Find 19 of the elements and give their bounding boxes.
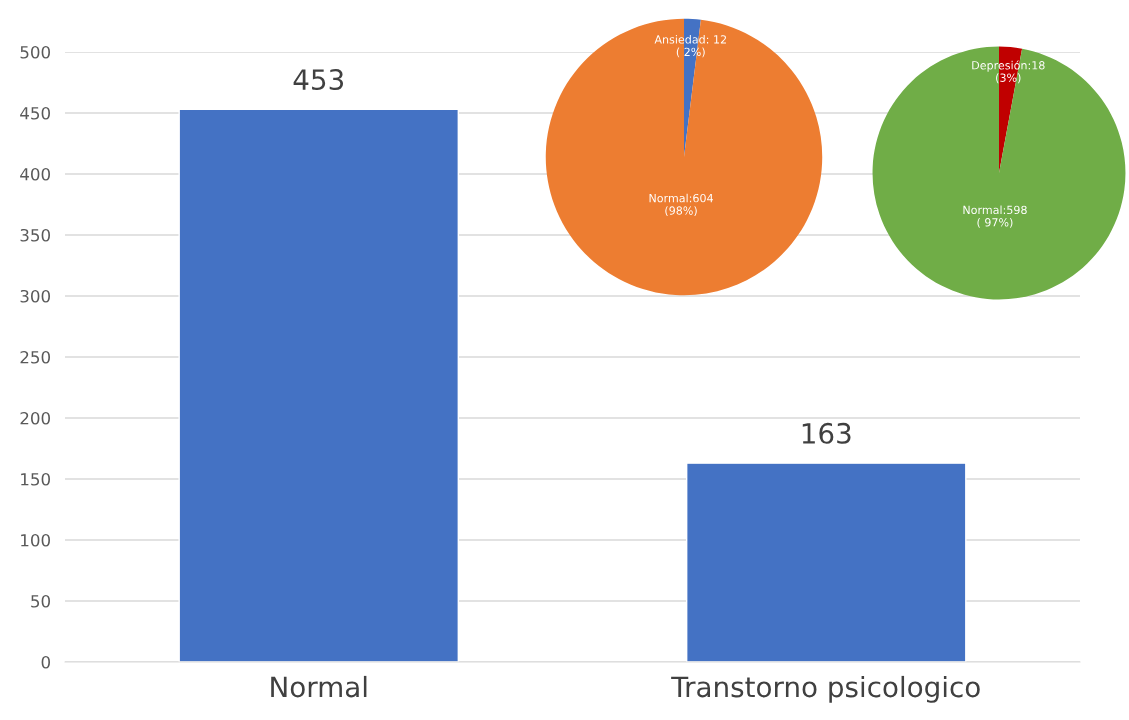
y-tick-label: 200 [20,411,50,425]
y-tick-label: 150 [21,472,50,486]
y-tick-label: 100 [21,533,50,547]
pie-slice [545,18,823,296]
x-tick-label: Transtorno psicologico [671,675,980,703]
y-tick-label: 300 [20,289,50,303]
slice-label: Normal:598 ( 97%) [963,205,1027,228]
y-tick-label: 0 [41,655,50,669]
slice-label: Normal:604 (98%) [649,193,713,217]
y-tick-label: 50 [31,594,50,608]
y-tick-label: 350 [20,228,50,242]
y-tick-label: 450 [20,106,50,120]
y-tick-label: 500 [20,45,50,59]
y-tick-label: 250 [20,350,50,364]
data-label: 453 [293,69,344,91]
y-tick-label: 400 [20,167,50,181]
pie-slice [872,46,1126,300]
x-tick-label: Normal [271,675,367,698]
data-label: 163 [802,422,851,444]
